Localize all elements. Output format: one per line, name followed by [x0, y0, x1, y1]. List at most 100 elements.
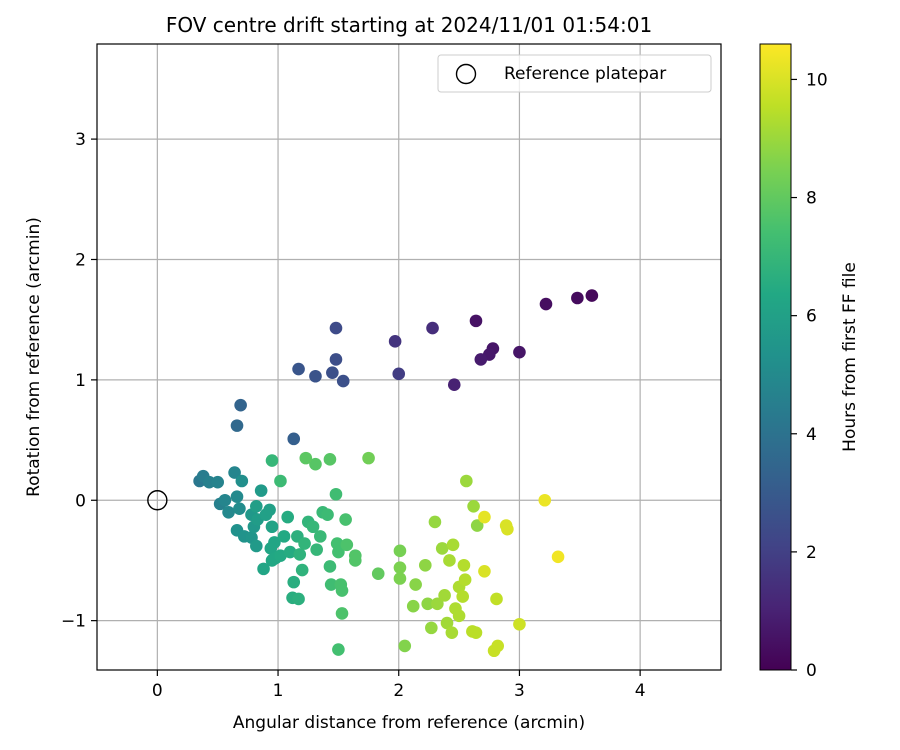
- data-point: [513, 617, 526, 631]
- data-point: [460, 474, 473, 488]
- data-point: [313, 530, 327, 543]
- data-point: [425, 621, 438, 635]
- data-point: [456, 590, 470, 603]
- data-point: [283, 545, 297, 559]
- data-point: [287, 432, 301, 446]
- grid: [97, 44, 721, 670]
- data-point: [438, 589, 451, 602]
- data-point: [339, 513, 352, 526]
- data-point: [469, 626, 483, 639]
- data-point: [393, 544, 407, 558]
- data-point: [264, 542, 278, 555]
- data-point: [443, 554, 456, 567]
- data-point: [348, 554, 362, 567]
- data-point: [428, 515, 442, 529]
- data-point: [398, 639, 412, 653]
- data-point: [467, 499, 480, 513]
- plot-frame: [96, 43, 722, 671]
- data-point: [585, 289, 599, 302]
- colorbar-tick-label: 8: [806, 189, 817, 209]
- data-point: [393, 561, 407, 574]
- chart-title: FOV centre drift starting at 2024/11/01 …: [166, 13, 652, 37]
- data-point: [332, 643, 345, 656]
- legend-marker: [455, 63, 477, 85]
- data-point: [440, 616, 454, 630]
- data-point: [228, 466, 241, 479]
- data-point: [218, 493, 232, 507]
- data-point: [230, 419, 244, 432]
- data-point: [409, 578, 422, 591]
- data-point: [306, 520, 320, 534]
- data-point: [292, 592, 305, 606]
- data-point: [447, 378, 461, 391]
- legend-entry-label: Reference platepar: [504, 64, 666, 84]
- data-point: [265, 454, 279, 467]
- data-point: [539, 297, 553, 311]
- colorbar-label: Hours from first FF file: [840, 262, 860, 452]
- x-tick-label: 4: [635, 681, 646, 701]
- data-point: [293, 548, 307, 561]
- data-point: [392, 367, 406, 381]
- data-point: [329, 487, 343, 501]
- data-point: [332, 545, 345, 559]
- data-point: [513, 345, 526, 359]
- data-point: [446, 538, 460, 552]
- data-point: [538, 493, 552, 507]
- data-point: [323, 453, 337, 466]
- data-point: [263, 503, 276, 517]
- data-point: [235, 474, 249, 488]
- data-point: [222, 505, 235, 519]
- data-point: [478, 510, 491, 524]
- data-point: [426, 321, 439, 335]
- data-point: [233, 502, 246, 515]
- data-point: [310, 543, 323, 556]
- data-point: [277, 530, 291, 543]
- data-point: [335, 607, 349, 620]
- data-point: [452, 609, 466, 623]
- data-point: [474, 353, 488, 366]
- data-point: [254, 484, 268, 497]
- data-point: [490, 592, 503, 606]
- data-point: [292, 362, 305, 376]
- data-point: [309, 457, 322, 471]
- data-point: [421, 597, 435, 611]
- data-point: [457, 558, 471, 572]
- colorbar-tick-label: 2: [806, 543, 817, 563]
- data-point: [250, 539, 263, 553]
- colorbar-tick-label: 6: [806, 307, 817, 327]
- x-tick-label: 1: [273, 681, 284, 701]
- x-tick-label: 0: [152, 681, 163, 701]
- y-tick-label: 3: [75, 130, 86, 150]
- data-point: [295, 563, 309, 577]
- data-point: [491, 639, 505, 653]
- data-point: [388, 335, 402, 348]
- data-point: [445, 626, 459, 639]
- reference-platepar-marker: [147, 490, 168, 511]
- data-point: [309, 369, 322, 383]
- data-point: [323, 560, 337, 573]
- data-point: [265, 520, 279, 534]
- y-axis-ticks: −1 0 1 2 3: [61, 130, 97, 632]
- y-tick-label: 1: [75, 371, 86, 391]
- x-tick-label: 2: [393, 681, 404, 701]
- colorbar-gradient: [759, 43, 792, 671]
- colorbar-tick-label: 0: [806, 661, 817, 681]
- data-point: [257, 562, 270, 576]
- data-point: [230, 490, 244, 503]
- data-point: [406, 599, 420, 613]
- y-axis-label: Rotation from reference (arcmin): [24, 217, 44, 497]
- data-point: [321, 508, 334, 522]
- data-point: [340, 538, 354, 552]
- data-point: [335, 584, 349, 597]
- data-point: [326, 366, 339, 379]
- x-axis-label: Angular distance from reference (arcmin): [233, 713, 585, 733]
- colorbar-tick-label: 4: [806, 425, 817, 445]
- data-point: [362, 451, 375, 465]
- data-point: [298, 537, 311, 550]
- data-point: [469, 314, 483, 328]
- data-point: [250, 499, 263, 513]
- data-point: [393, 572, 407, 585]
- data-point: [324, 578, 338, 591]
- data-point: [501, 522, 514, 536]
